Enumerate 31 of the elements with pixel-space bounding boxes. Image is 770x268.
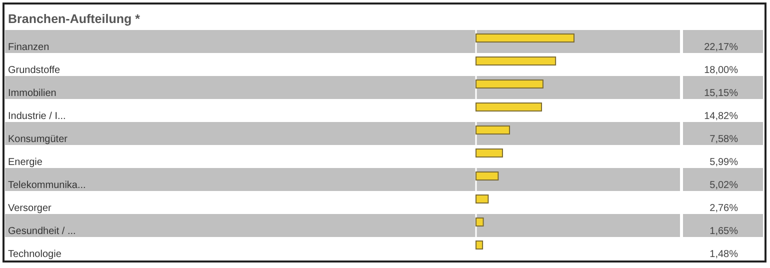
y-tick-label: Gesundheit / ... (8, 226, 76, 237)
y-tick-label: Versorger (8, 203, 52, 214)
bar (476, 240, 484, 250)
bar (476, 194, 489, 204)
y-tick-label: Technologie (8, 249, 62, 260)
bar (476, 80, 544, 88)
y-tick-label: Telekommunika... (8, 180, 86, 191)
bar (476, 34, 574, 42)
y-tick-label: Konsumgüter (8, 134, 68, 145)
data-label: 14,82% (704, 111, 738, 122)
y-tick-label: Immobilien (8, 88, 56, 99)
data-label: 15,15% (704, 88, 738, 99)
bar (476, 126, 510, 134)
data-label: 22,17% (704, 42, 738, 53)
bar (476, 218, 484, 226)
text: Branchen-Aufteilung * (8, 12, 140, 26)
y-tick-label: Industrie / I... (8, 111, 66, 122)
data-label: 7,58% (710, 134, 738, 145)
data-label: 5,99% (710, 157, 738, 168)
bar (476, 172, 499, 180)
y-tick-label: Energie (8, 157, 43, 168)
bar (476, 102, 542, 112)
data-label: 1,48% (710, 249, 738, 260)
bar (476, 56, 556, 66)
data-label: 1,65% (710, 226, 738, 237)
data-label: 2,76% (710, 203, 738, 214)
data-label: 5,02% (710, 180, 738, 191)
bar (476, 148, 503, 158)
data-label: 18,00% (704, 65, 738, 76)
y-tick-label: Finanzen (8, 42, 50, 53)
y-tick-label: Grundstoffe (8, 65, 61, 76)
